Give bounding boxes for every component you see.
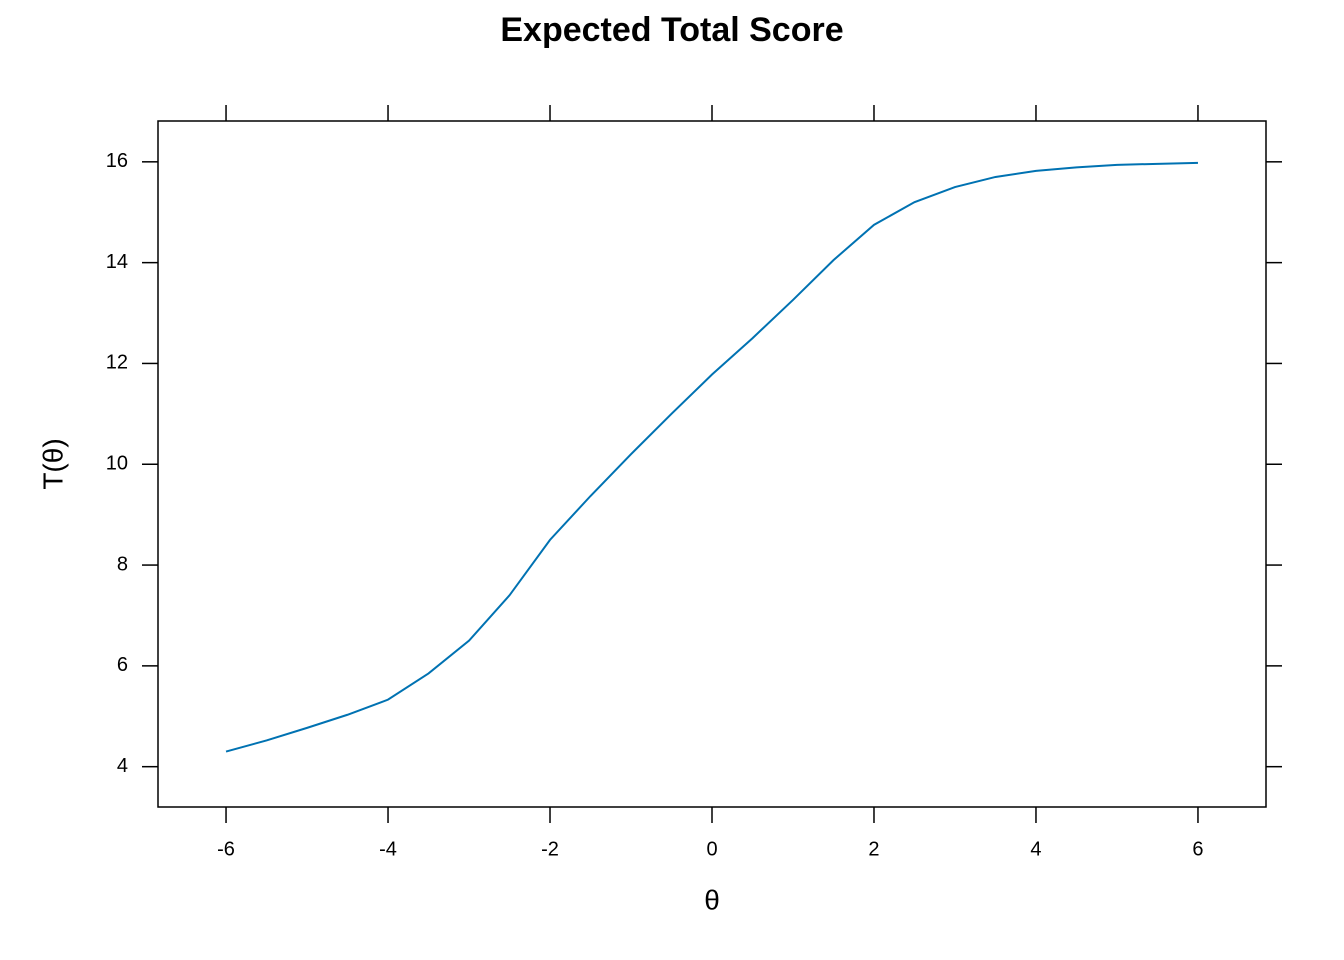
x-tick-label: 6: [1192, 838, 1203, 860]
y-tick-label: 6: [117, 654, 128, 676]
x-tick-label: 4: [1030, 838, 1041, 860]
y-tick-label: 10: [106, 453, 128, 475]
x-tick-label: -6: [217, 838, 235, 860]
y-axis-label: T(θ): [37, 438, 68, 489]
x-tick-label: -4: [379, 838, 397, 860]
chart-title: Expected Total Score: [500, 11, 843, 49]
line-series: [225, 161, 1198, 753]
y-tick-label: 12: [106, 352, 128, 374]
y-tick-label: 16: [106, 150, 128, 172]
x-tick-label: 0: [706, 838, 717, 860]
y-tick-label: 4: [117, 755, 128, 777]
x-axis-label: θ: [704, 884, 720, 915]
x-tick-label: -2: [541, 838, 559, 860]
x-tick-label: 2: [868, 838, 879, 860]
plot-frame: [157, 120, 1267, 808]
y-tick-label: 14: [106, 251, 128, 273]
y-tick-label: 8: [117, 553, 128, 575]
